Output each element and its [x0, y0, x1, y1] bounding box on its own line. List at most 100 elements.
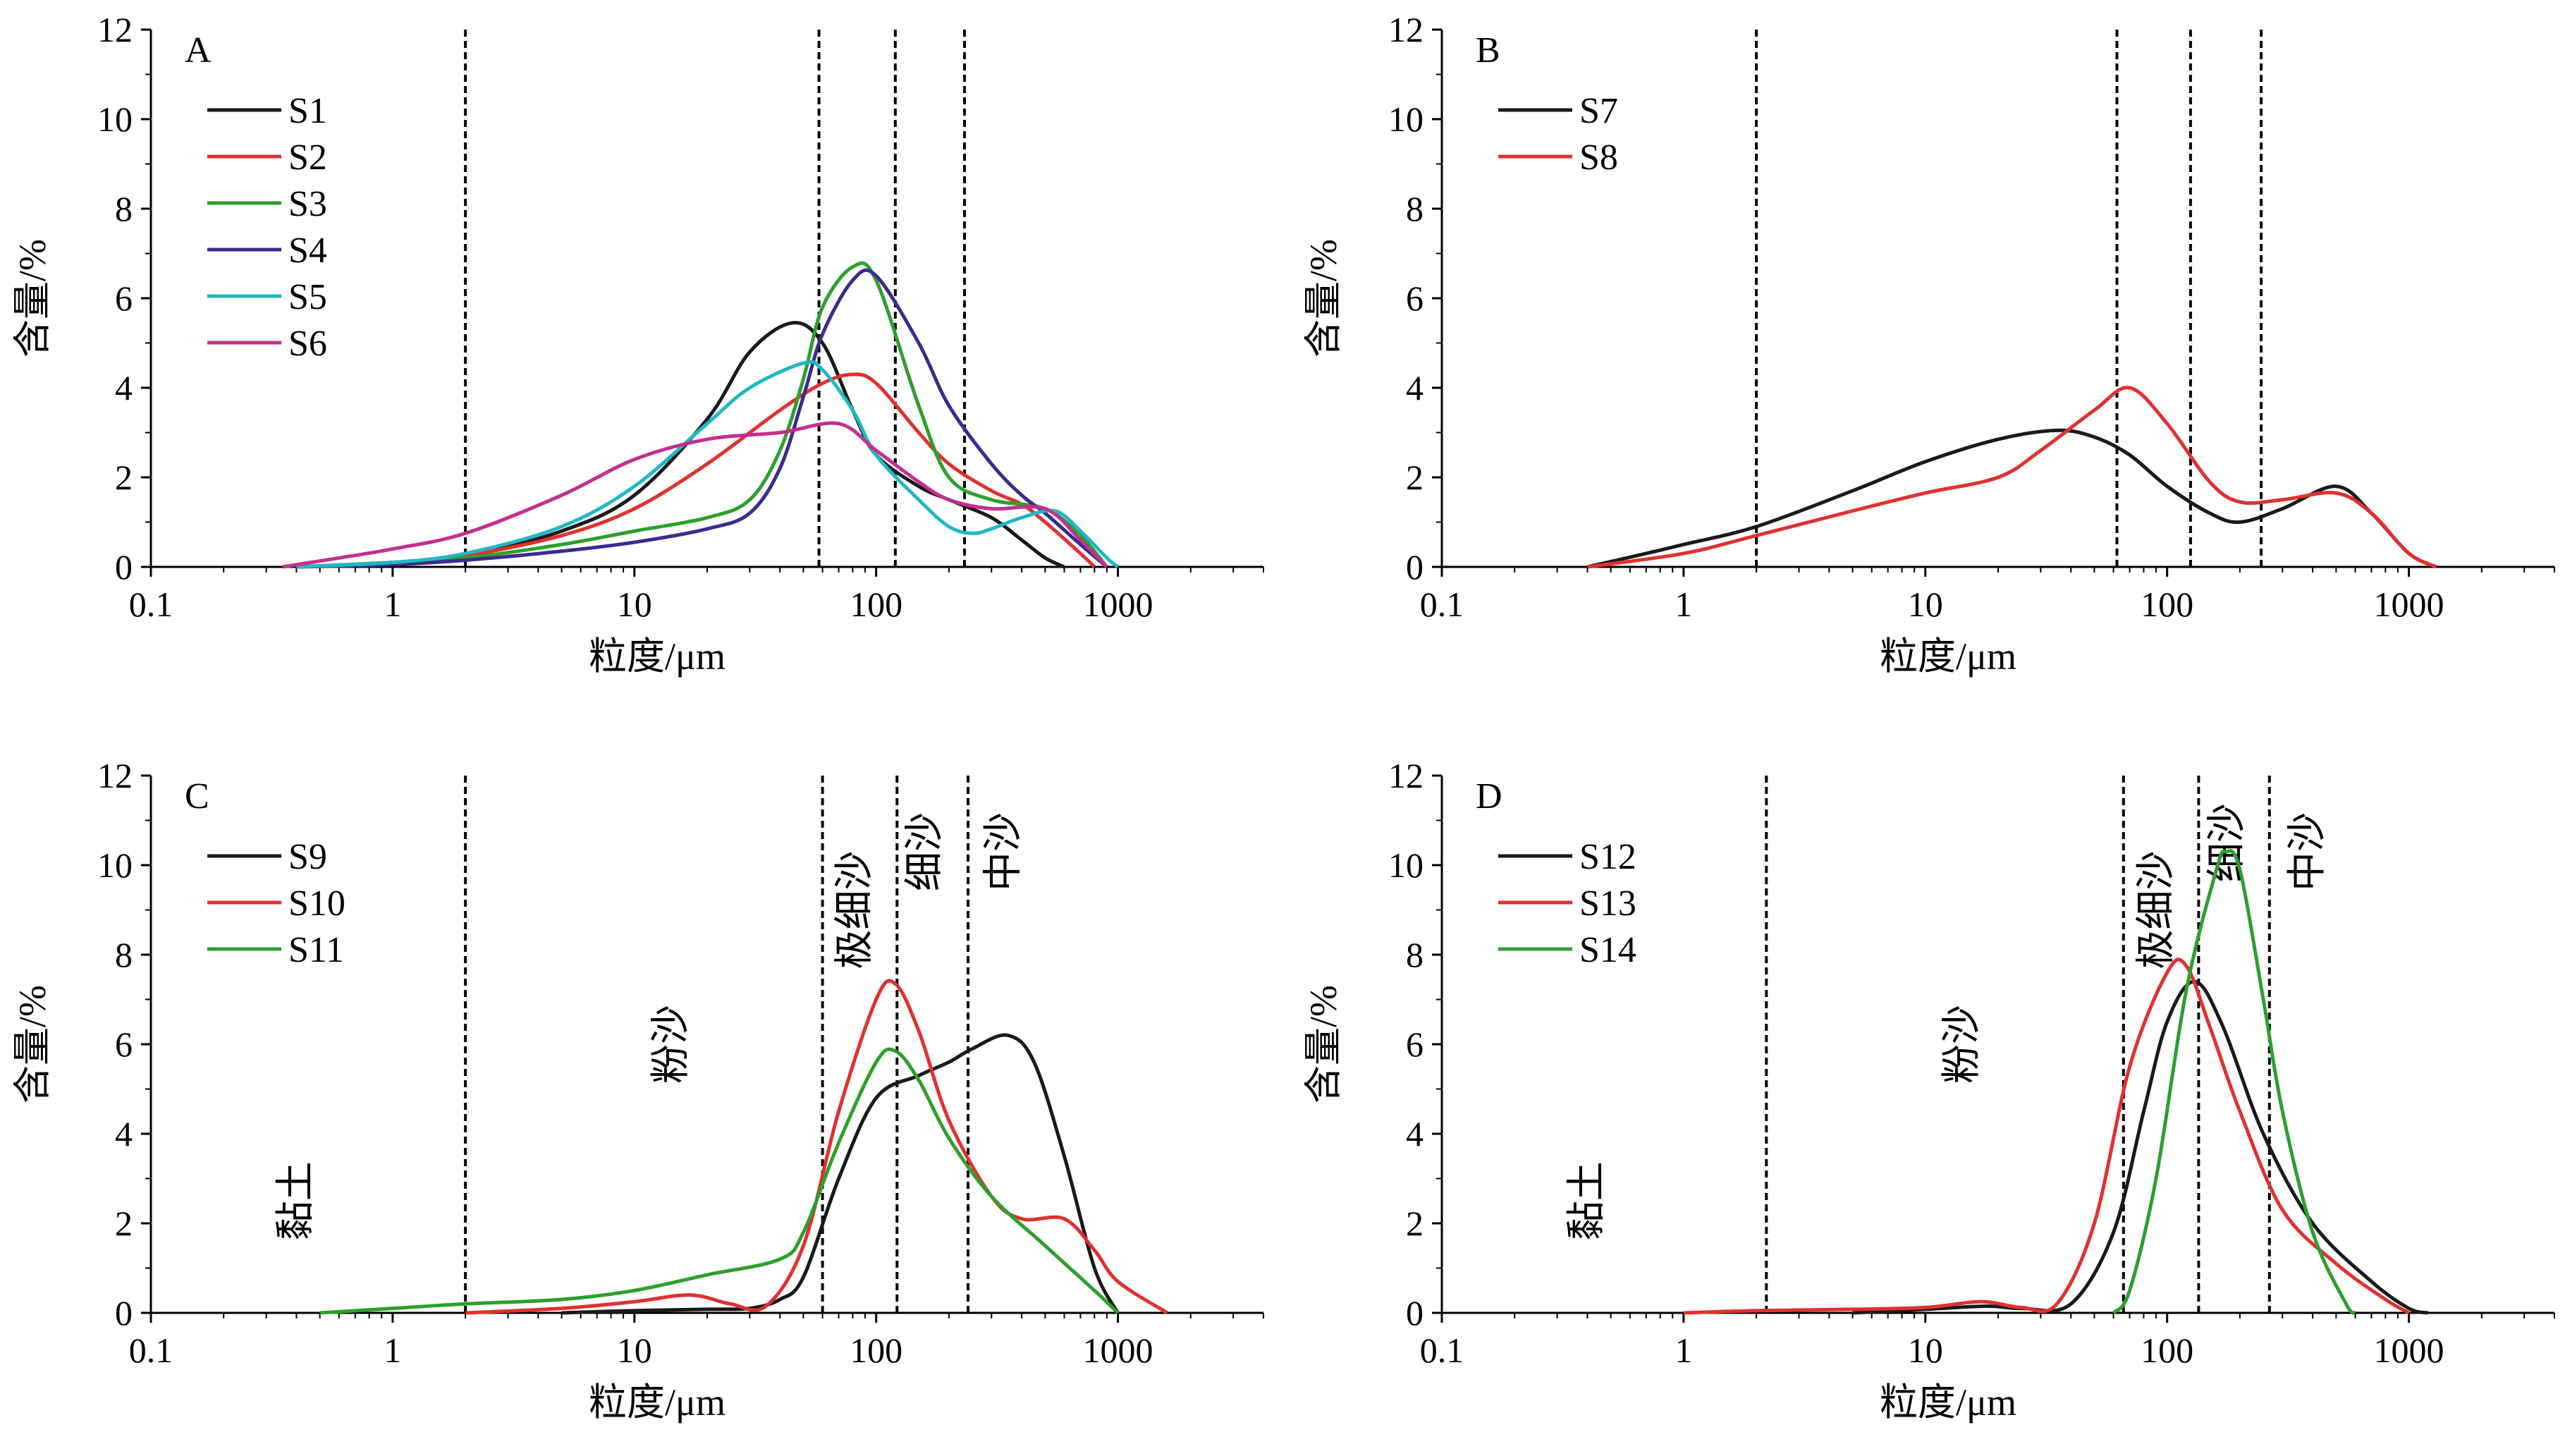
y-tick-label: 6 — [1406, 279, 1424, 318]
zone-label: 极细沙 — [2135, 851, 2179, 969]
series-line-s10 — [465, 979, 1168, 1315]
legend-label: S1 — [288, 91, 327, 131]
series-line-s9 — [561, 1033, 1120, 1315]
y-tick-label: 8 — [1406, 935, 1424, 974]
x-tick-label: 10 — [1908, 585, 1943, 624]
x-tick-label: 100 — [850, 1330, 902, 1370]
panel-letter: B — [1476, 30, 1500, 71]
panel-letter: D — [1476, 776, 1502, 816]
x-axis-title: 粒度/μm — [1880, 635, 2016, 678]
y-tick-label: 0 — [115, 1293, 133, 1333]
x-axis-title: 粒度/μm — [1880, 1381, 2016, 1424]
series-line-s8 — [1587, 386, 2437, 569]
x-tick-label: 100 — [2141, 585, 2193, 624]
y-axis-title: 含量/% — [11, 985, 54, 1103]
x-tick-label: 100 — [850, 585, 902, 624]
y-tick-label: 4 — [1406, 368, 1424, 408]
y-tick-label: 10 — [1388, 99, 1424, 139]
series-line-s11 — [319, 1047, 1120, 1315]
x-tick-label: 1000 — [2374, 585, 2444, 624]
series-line-s6 — [282, 421, 1108, 569]
x-tick-label: 0.1 — [129, 585, 173, 624]
y-tick-label: 0 — [115, 547, 133, 587]
y-tick-label: 8 — [115, 935, 133, 974]
panel-letter: C — [185, 776, 209, 816]
y-tick-label: 2 — [115, 1204, 133, 1243]
x-axis-title: 粒度/μm — [589, 635, 726, 678]
y-tick-label: 0 — [1406, 547, 1424, 587]
x-tick-label: 100 — [2141, 1330, 2193, 1370]
y-tick-label: 8 — [1406, 189, 1424, 228]
legend-label: S3 — [288, 184, 327, 224]
y-tick-label: 2 — [115, 458, 133, 497]
y-tick-label: 6 — [1406, 1024, 1424, 1064]
series-line-s14 — [2112, 849, 2357, 1315]
legend-label: S6 — [288, 324, 327, 364]
zone-label: 中沙 — [2286, 812, 2330, 891]
zone-label: 细沙 — [2205, 803, 2249, 882]
zone-label: 中沙 — [981, 812, 1025, 891]
y-tick-label: 10 — [97, 99, 133, 139]
series-line-s7 — [1586, 428, 2437, 569]
y-tick-label: 12 — [97, 10, 133, 49]
legend-label: S5 — [288, 277, 327, 317]
legend-label: S7 — [1579, 91, 1618, 131]
legend-label: S13 — [1579, 883, 1636, 924]
y-tick-label: 12 — [1388, 10, 1424, 49]
legend-label: S9 — [288, 837, 327, 877]
series-line-s4 — [296, 268, 1108, 569]
y-tick-label: 4 — [115, 1114, 133, 1154]
x-tick-label: 1 — [384, 585, 401, 624]
legend-label: S11 — [288, 930, 344, 970]
legend-label: S12 — [1579, 837, 1636, 877]
series-line-s3 — [296, 261, 1108, 569]
y-axis-title: 含量/% — [11, 239, 54, 357]
x-tick-label: 10 — [617, 585, 652, 624]
series-line-s12 — [1852, 979, 2429, 1315]
x-tick-label: 1000 — [1083, 585, 1153, 624]
y-tick-label: 8 — [115, 189, 133, 228]
x-tick-label: 10 — [617, 1330, 652, 1370]
y-tick-label: 10 — [97, 845, 133, 885]
series-line-s5 — [296, 360, 1120, 569]
legend-label: S14 — [1579, 930, 1636, 970]
legend-label: S2 — [288, 137, 327, 178]
y-tick-label: 2 — [1406, 458, 1424, 497]
y-tick-label: 10 — [1388, 845, 1424, 885]
zone-label: 黏土 — [1565, 1161, 1609, 1240]
y-tick-label: 0 — [1406, 1293, 1424, 1333]
x-tick-label: 1000 — [2374, 1330, 2444, 1370]
panel-c: 0 2 4 6 8 10 12 0.1 1 10 100 1000 粒度/μm 含量/% 黏土 粉沙 极细沙 细沙… — [11, 756, 1264, 1424]
zone-label: 黏土 — [274, 1161, 318, 1240]
zone-label: 粉沙 — [649, 1005, 693, 1084]
zone-label: 极细沙 — [833, 851, 876, 969]
legend-label: S4 — [288, 231, 327, 271]
panel-a: 0 2 4 6 8 10 12 0.1 1 10 100 1000 粒度/μm 含量/% A S1 S2 S3 S4… — [11, 10, 1264, 678]
x-tick-label: 1 — [384, 1330, 401, 1370]
zone-label: 细沙 — [903, 812, 947, 891]
series-line-s2 — [296, 372, 1096, 569]
x-tick-label: 10 — [1908, 1330, 1943, 1370]
panel-d: 0 2 4 6 8 10 12 0.1 1 10 100 1000 粒度/μm 含量/% 黏土 粉沙 极细沙细沙… — [1302, 756, 2555, 1424]
legend-label: S8 — [1579, 137, 1618, 178]
y-tick-label: 4 — [115, 368, 133, 408]
x-tick-label: 0.1 — [129, 1330, 173, 1370]
y-tick-label: 4 — [1406, 1114, 1424, 1154]
x-tick-label: 1 — [1675, 1330, 1692, 1370]
panel-b: 0 2 4 6 8 10 12 0.1 1 10 100 1000 粒度/μm 含量/% B S7 S8 — [1302, 10, 2555, 678]
y-tick-label: 2 — [1406, 1204, 1424, 1243]
x-tick-label: 1 — [1675, 585, 1692, 624]
y-tick-label: 12 — [1388, 756, 1424, 795]
y-tick-label: 12 — [97, 756, 133, 795]
x-axis-title: 粒度/μm — [589, 1381, 726, 1424]
x-tick-label: 0.1 — [1420, 1330, 1464, 1370]
panel-letter: A — [185, 30, 212, 71]
y-tick-label: 6 — [115, 279, 133, 318]
zone-label: 粉沙 — [1940, 1005, 1984, 1084]
y-axis-title: 含量/% — [1302, 239, 1345, 357]
x-tick-label: 0.1 — [1420, 585, 1464, 624]
series-line-s13 — [1683, 958, 2410, 1315]
x-tick-label: 1000 — [1083, 1330, 1153, 1370]
